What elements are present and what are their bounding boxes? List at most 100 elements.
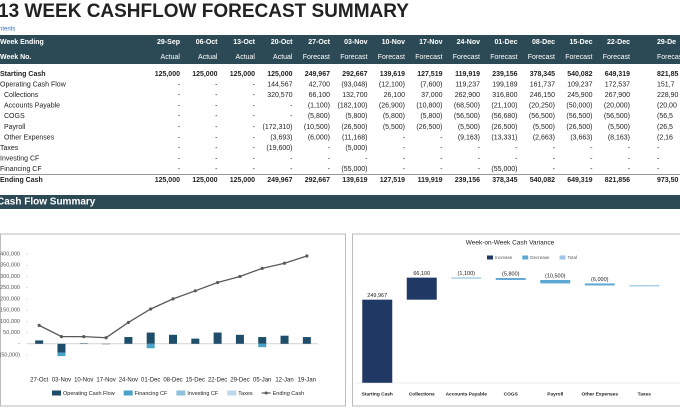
y-tick-label: (50,000) <box>0 352 20 358</box>
row-label: Investing CF <box>0 156 39 163</box>
y-tick-label: 100,000 <box>0 319 20 325</box>
table-cell: - <box>215 124 218 131</box>
table-cell: - <box>253 124 256 131</box>
y-tick-label: 250,000 <box>0 285 20 291</box>
header-cell: 27-Oct <box>308 39 330 46</box>
table-cell: 119,919 <box>455 71 480 78</box>
value-label: (1,100) <box>458 271 476 277</box>
table-cell: - <box>178 103 181 110</box>
x-tick-label: 27-Oct <box>30 378 48 384</box>
table-cell: - <box>253 145 256 152</box>
subheader-cell: Forecast <box>528 54 555 61</box>
table-cell: - <box>440 134 443 141</box>
legend-swatch <box>52 390 61 396</box>
x-tick-label: 19-Jan <box>298 378 316 384</box>
table-cell: - <box>590 166 593 173</box>
line-point <box>149 307 153 311</box>
y-tick-label: 200,000 <box>0 296 20 302</box>
table-cell: - <box>478 156 481 163</box>
legend-swatch <box>559 255 566 260</box>
line-point <box>126 320 130 325</box>
table-cell: - <box>215 92 218 99</box>
subheader-cell: Actual <box>236 54 256 61</box>
table-cell: - <box>215 113 218 120</box>
header-cell: 22-Dec <box>607 39 630 46</box>
table-cell: - <box>628 166 631 173</box>
table-cell: 132,700 <box>342 92 367 99</box>
table-cell: (5,500) <box>383 124 405 131</box>
table-cell: 125,000 <box>230 71 255 78</box>
bar <box>35 340 44 344</box>
waterfall-bar <box>495 278 526 280</box>
bar <box>124 337 133 344</box>
row-label: Payroll <box>4 124 26 131</box>
x-tick-label: 15-Dec <box>186 378 205 384</box>
table-cell: (93,048) <box>341 81 367 88</box>
table-cell: (5,500) <box>458 124 480 131</box>
legend-label: Investing CF <box>187 391 219 397</box>
table-cell: - <box>178 113 181 120</box>
subheader-cell: Forecast <box>378 54 405 61</box>
table-cell: - <box>403 156 406 163</box>
table-cell: 139,619 <box>380 71 405 78</box>
table-cell: (11,168) <box>342 134 368 141</box>
table-cell: 172,537 <box>605 81 630 88</box>
waterfall-bar <box>584 283 615 286</box>
table-cell: (5,000) <box>345 145 367 152</box>
table-cell: 139,619 <box>342 177 367 184</box>
table-cell: (10,500) <box>304 124 330 131</box>
row-label: Financing CF <box>0 166 42 173</box>
x-tick-label: 29-Dec <box>230 378 249 384</box>
table-cell: 246,150 <box>530 92 555 99</box>
table-cell: 26,100 <box>384 92 406 99</box>
header-cell: 15-Dec <box>570 39 593 46</box>
header-cell: 24-Nov <box>457 39 480 46</box>
table-cell: - <box>178 81 181 88</box>
table-cell: (13,331) <box>491 134 517 141</box>
row-label: Starting Cash <box>0 71 46 78</box>
table-cell: 125,000 <box>192 71 217 78</box>
x-tick-label: 01-Dec <box>141 378 160 384</box>
table-cell: - <box>253 113 256 120</box>
row-label: Accounts Payable <box>4 103 60 110</box>
table-cell: (26,500) <box>491 124 517 131</box>
table-cell: (21,100) <box>491 103 517 110</box>
table-cell: (26,500) <box>566 124 592 131</box>
table-cell: (56,680) <box>491 113 517 120</box>
table-cell: (56,500) <box>529 113 555 120</box>
line-point <box>37 323 41 327</box>
table-cell: 267,900 <box>605 92 630 99</box>
subheader-cell: Forecas <box>657 54 680 61</box>
table-cell: (3,693) <box>270 134 292 141</box>
waterfall-bar <box>362 299 393 383</box>
table-cell: 127,519 <box>380 177 405 184</box>
subheader-cell: Forecast <box>340 54 367 61</box>
x-tick-label: 12-Jan <box>275 378 293 384</box>
table-cell: 249,967 <box>305 71 330 78</box>
table-cell: (56,500) <box>454 113 480 120</box>
table-cell: - <box>657 145 660 152</box>
legend-swatch <box>227 390 237 396</box>
header-cell: 01-Dec <box>495 39 518 46</box>
table-cell: 37,000 <box>421 92 443 99</box>
table-cell: (5,500) <box>533 124 555 131</box>
table-cell: 649,319 <box>605 71 630 78</box>
legend-label: Increase <box>495 255 513 260</box>
legend-label: Taxes <box>238 391 253 397</box>
table-cell: - <box>553 156 556 163</box>
table-cell: - <box>290 156 293 163</box>
waterfall-bar <box>540 279 571 284</box>
value-label: (6,000) <box>591 277 609 283</box>
right-panel <box>352 233 680 407</box>
contents-link[interactable]: ntents <box>0 27 15 33</box>
table-cell: - <box>365 156 368 163</box>
subheader-cell: Forecast <box>565 54 592 61</box>
table-cell: (56,5 <box>657 113 673 120</box>
table-cell: (2,663) <box>533 134 555 141</box>
table-cell: (26,5 <box>657 124 673 131</box>
row-label: COGS <box>4 113 25 120</box>
x-tick-label: 17-Nov <box>96 378 115 384</box>
table-cell: - <box>553 166 556 173</box>
table-cell: - <box>253 92 256 99</box>
header-cell: 06-Oct <box>196 39 218 46</box>
